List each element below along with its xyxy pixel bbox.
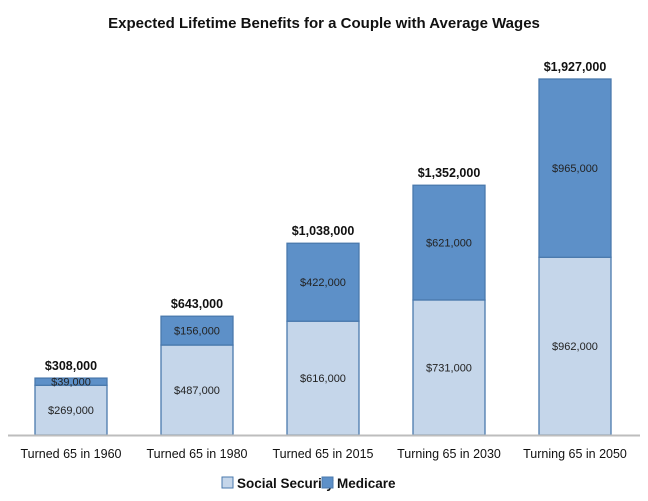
social-security-value-label: $616,000 (300, 373, 346, 385)
social-security-value-label: $731,000 (426, 362, 472, 374)
social-security-value-label: $487,000 (174, 385, 220, 397)
medicare-value-label: $422,000 (300, 277, 346, 289)
social-security-bar (286, 320, 360, 436)
total-label: $643,000 (171, 297, 223, 311)
x-tick-label: Turned 65 in 2015 (272, 447, 373, 461)
x-tick-label: Turned 65 in 1980 (146, 447, 247, 461)
x-tick-label: Turning 65 in 2050 (523, 447, 627, 461)
medicare-bar (160, 315, 234, 346)
medicare-value-label: $965,000 (552, 163, 598, 175)
medicare-value-label: $621,000 (426, 238, 472, 250)
legend-label: Medicare (337, 476, 396, 491)
total-label: $1,927,000 (544, 60, 607, 74)
chart-title: Expected Lifetime Benefits for a Couple … (108, 15, 540, 32)
social-security-bar (412, 299, 486, 436)
x-tick-label: Turned 65 in 1960 (20, 447, 121, 461)
medicare-value-label: $156,000 (174, 326, 220, 338)
social-security-bar (538, 256, 612, 436)
medicare-bar (34, 377, 108, 386)
medicare-value-label: $39,000 (51, 377, 91, 389)
social-security-value-label: $962,000 (552, 341, 598, 353)
total-label: $1,352,000 (418, 166, 481, 180)
social-security-value-label: $269,000 (48, 405, 94, 417)
medicare-bar (286, 242, 360, 322)
legend-label: Social Security (237, 476, 334, 491)
medicare-bar (412, 184, 486, 301)
social-security-bar (34, 384, 108, 436)
medicare-bar (538, 78, 612, 258)
legend-swatch (221, 476, 234, 489)
total-label: $1,038,000 (292, 224, 355, 238)
total-label: $308,000 (45, 359, 97, 373)
legend-swatch (321, 476, 334, 489)
x-tick-label: Turning 65 in 2030 (397, 447, 501, 461)
